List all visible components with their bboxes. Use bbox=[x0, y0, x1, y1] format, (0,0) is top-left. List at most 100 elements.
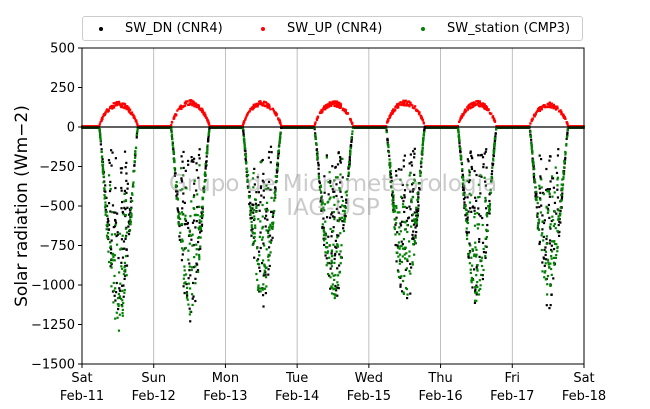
data-point bbox=[334, 245, 337, 248]
data-point bbox=[325, 154, 328, 157]
data-point bbox=[411, 190, 414, 193]
data-point bbox=[264, 225, 267, 228]
data-point bbox=[207, 130, 211, 134]
data-point bbox=[202, 187, 205, 190]
data-point bbox=[113, 274, 116, 278]
data-point bbox=[248, 110, 251, 113]
data-point bbox=[117, 307, 120, 311]
data-point bbox=[264, 292, 267, 295]
data-point bbox=[263, 217, 267, 220]
data-point bbox=[321, 223, 324, 226]
data-point bbox=[331, 211, 334, 214]
data-point bbox=[257, 102, 260, 105]
data-point bbox=[403, 228, 407, 231]
data-point bbox=[120, 238, 124, 241]
data-point bbox=[334, 287, 337, 290]
data-point bbox=[124, 255, 128, 258]
data-point bbox=[336, 286, 339, 289]
data-point bbox=[394, 169, 398, 173]
data-point bbox=[125, 105, 128, 108]
data-point bbox=[485, 166, 488, 169]
data-point bbox=[327, 200, 330, 203]
data-point bbox=[178, 235, 181, 238]
data-point bbox=[401, 243, 404, 246]
data-point bbox=[348, 156, 351, 159]
data-point bbox=[113, 218, 117, 222]
data-point bbox=[332, 243, 335, 246]
data-point bbox=[549, 303, 552, 307]
data-point bbox=[114, 317, 117, 320]
data-point bbox=[120, 265, 123, 268]
data-point bbox=[399, 285, 402, 288]
data-point bbox=[179, 231, 182, 234]
data-point bbox=[322, 206, 325, 209]
data-point bbox=[343, 205, 346, 208]
data-point bbox=[411, 237, 414, 240]
data-point bbox=[121, 234, 124, 237]
data-point bbox=[126, 187, 129, 190]
data-point bbox=[196, 269, 200, 272]
data-point bbox=[548, 216, 551, 220]
data-point bbox=[256, 262, 260, 266]
data-point bbox=[317, 163, 320, 166]
data-point bbox=[262, 283, 265, 286]
data-point bbox=[123, 265, 126, 269]
data-point bbox=[129, 220, 132, 223]
data-point bbox=[101, 116, 104, 120]
data-point bbox=[172, 157, 176, 160]
data-point bbox=[417, 197, 420, 201]
data-point bbox=[256, 278, 259, 281]
data-point bbox=[189, 287, 192, 290]
data-point bbox=[405, 219, 408, 222]
data-point bbox=[124, 237, 127, 241]
data-point bbox=[200, 229, 203, 232]
data-point bbox=[468, 171, 471, 174]
data-point bbox=[399, 178, 402, 181]
data-point bbox=[387, 146, 390, 149]
data-point bbox=[344, 110, 347, 113]
data-point bbox=[109, 252, 113, 255]
data-point bbox=[242, 135, 246, 138]
data-point bbox=[190, 234, 193, 237]
data-point bbox=[348, 162, 351, 165]
data-point bbox=[192, 195, 195, 199]
data-point bbox=[334, 101, 338, 105]
data-point bbox=[108, 184, 112, 187]
data-point bbox=[414, 218, 417, 221]
data-point bbox=[416, 209, 420, 212]
data-point bbox=[204, 162, 207, 166]
data-point bbox=[468, 242, 471, 245]
data-point bbox=[388, 154, 391, 157]
data-point bbox=[267, 180, 271, 183]
data-point bbox=[491, 164, 494, 167]
data-point bbox=[389, 180, 393, 184]
data-point bbox=[263, 265, 266, 268]
data-point bbox=[107, 108, 110, 111]
data-point bbox=[400, 220, 404, 223]
data-point bbox=[342, 223, 345, 227]
data-point bbox=[171, 141, 174, 144]
data-point bbox=[391, 109, 394, 113]
data-point bbox=[341, 220, 344, 223]
data-point bbox=[351, 132, 354, 136]
data-point bbox=[184, 219, 188, 222]
data-point bbox=[200, 211, 203, 214]
data-point bbox=[130, 112, 133, 116]
data-point bbox=[414, 236, 417, 239]
data-point bbox=[278, 138, 282, 141]
data-point bbox=[124, 268, 127, 271]
data-point bbox=[102, 181, 105, 184]
data-point bbox=[477, 213, 481, 216]
data-point bbox=[259, 246, 262, 250]
data-point bbox=[332, 229, 335, 233]
data-point bbox=[130, 215, 133, 218]
data-point bbox=[184, 222, 187, 226]
data-point bbox=[411, 263, 414, 266]
data-point bbox=[415, 208, 418, 211]
data-point bbox=[113, 254, 116, 257]
data-point bbox=[133, 117, 137, 120]
data-point bbox=[557, 223, 560, 227]
data-point bbox=[263, 272, 266, 275]
data-point bbox=[339, 157, 342, 160]
data-point bbox=[549, 227, 552, 230]
